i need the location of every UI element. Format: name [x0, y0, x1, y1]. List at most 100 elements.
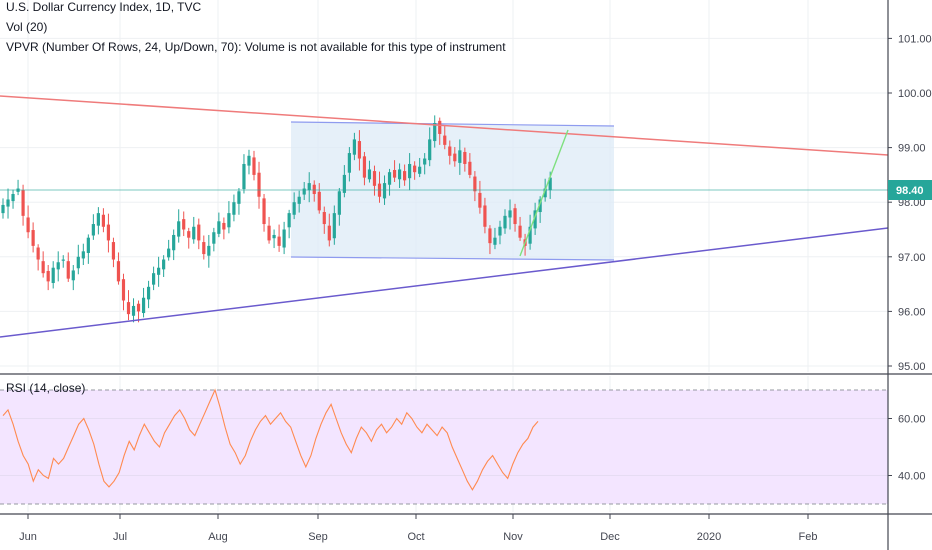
candle-body: [41, 261, 45, 274]
rsi-tick-label: 60.00: [898, 414, 926, 426]
candle-body: [503, 215, 507, 229]
candle-body: [498, 226, 502, 236]
y-tick-label: 98.00: [898, 197, 926, 209]
candle-body: [518, 225, 522, 238]
y-tick-label: 99.00: [898, 143, 926, 155]
candle-body: [483, 205, 487, 227]
candle-body: [182, 219, 186, 230]
candle-body: [357, 141, 362, 159]
candle-body: [468, 161, 472, 175]
candle-body: [212, 232, 216, 244]
candle-body: [247, 155, 251, 166]
x-tick-label: 2020: [697, 531, 721, 543]
candle-body: [362, 156, 367, 178]
pattern-box-top: [290, 121, 615, 127]
trend-lines: [0, 95, 889, 338]
x-tick-label: Sep: [308, 531, 328, 543]
candle-body: [86, 237, 90, 253]
candle-body: [141, 297, 146, 314]
candle-body: [418, 166, 422, 174]
candle-body: [126, 302, 131, 315]
candle-body: [438, 120, 442, 134]
candle-body: [121, 279, 126, 301]
candle-body: [252, 157, 256, 175]
y-tick-label: 101.00: [898, 33, 932, 45]
candle-body: [272, 234, 276, 239]
candle-body: [237, 191, 241, 204]
support-line: [0, 227, 889, 338]
candle-body: [337, 191, 341, 215]
candle-body: [187, 231, 191, 238]
candle-body: [302, 188, 306, 195]
candle-body: [192, 226, 196, 240]
candle-body: [327, 225, 331, 241]
candle-body: [116, 261, 121, 282]
x-tick-label: Aug: [208, 531, 228, 543]
candle-body: [46, 270, 50, 282]
pattern-box: [290, 121, 615, 261]
candle-body: [232, 202, 236, 215]
candle-body: [478, 192, 482, 208]
candle-body: [202, 242, 206, 255]
candles: [1, 115, 552, 323]
candle-body: [71, 270, 75, 281]
candle-body: [146, 286, 151, 300]
candle-body: [106, 224, 111, 241]
candle-body: [177, 221, 181, 237]
candle-body: [382, 183, 387, 199]
x-tick-label: Dec: [600, 531, 620, 543]
last-price-label: 98.40: [896, 185, 924, 197]
y-tick-label: 96.00: [898, 306, 926, 318]
candle-body: [101, 214, 105, 227]
candle-body: [91, 224, 95, 236]
rsi-line: [2, 388, 539, 491]
candle-body: [6, 199, 10, 207]
candle-body: [372, 171, 377, 186]
candle-body: [428, 139, 432, 161]
legend-rsi[interactable]: RSI (14, close): [6, 381, 86, 395]
candle-body: [257, 172, 261, 197]
candle-body: [26, 217, 30, 233]
candle-body: [167, 248, 171, 258]
candle-body: [513, 208, 517, 225]
candle-body: [111, 242, 116, 260]
candle-body: [392, 169, 397, 178]
candle-body: [473, 176, 477, 192]
candle-body: [51, 267, 55, 284]
candle-body: [352, 139, 356, 155]
legend-main-title[interactable]: U.S. Dollar Currency Index, 1D, TVC: [6, 0, 202, 14]
candle-body: [317, 191, 321, 211]
candle-body: [66, 261, 70, 279]
candle-body: [172, 234, 176, 251]
candle-body: [413, 165, 417, 173]
candle-body: [332, 213, 336, 239]
candle-body: [227, 213, 231, 228]
candle-body: [152, 273, 156, 285]
candle-body: [11, 194, 15, 202]
candle-body: [367, 169, 372, 180]
candle-body: [162, 259, 166, 270]
rsi-band: [0, 390, 888, 504]
rsi-tick-label: 40.00: [898, 471, 926, 483]
candle-body: [1, 204, 5, 214]
candle-body: [307, 183, 311, 191]
candle-body: [433, 123, 437, 142]
candle-body: [131, 305, 136, 316]
candle-body: [21, 190, 25, 216]
candle-body: [267, 225, 271, 241]
candle-body: [538, 199, 542, 213]
candle-body: [508, 210, 512, 218]
candle-body: [292, 202, 296, 215]
candle-body: [453, 153, 457, 162]
candle-body: [76, 256, 80, 269]
legend-volume[interactable]: Vol (20): [6, 20, 48, 34]
projection-line: [519, 129, 569, 257]
candle-body: [443, 135, 447, 145]
candle-body: [262, 198, 266, 225]
legend-vpvr[interactable]: VPVR (Number Of Rows, 24, Up/Down, 70): …: [6, 40, 506, 54]
candle-body: [81, 251, 85, 259]
candle-body: [31, 230, 35, 246]
candle-body: [312, 184, 316, 195]
